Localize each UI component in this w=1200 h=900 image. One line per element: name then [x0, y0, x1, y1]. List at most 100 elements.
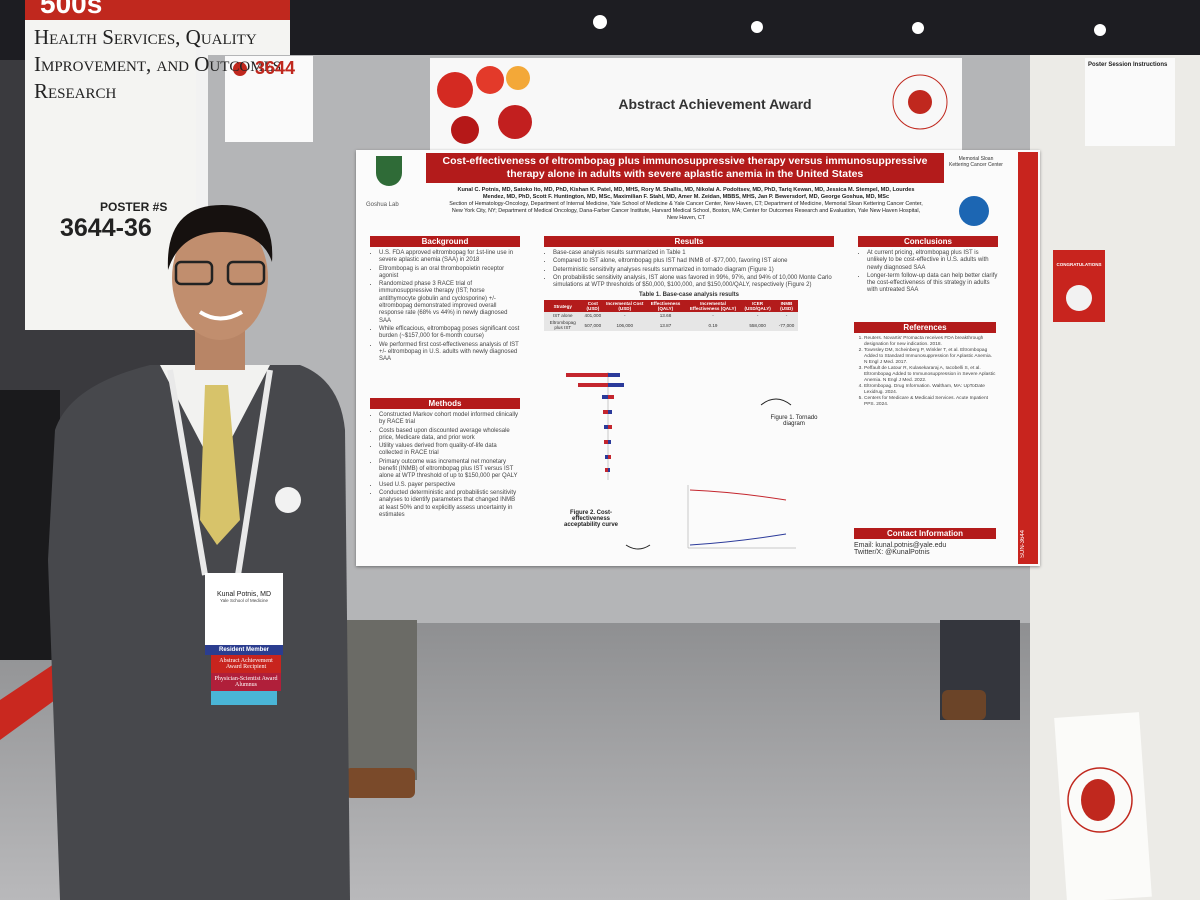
background-section: Background U.S. FDA approved eltrombopag… — [370, 236, 520, 364]
number-card-text: 3644 — [255, 58, 296, 78]
poster-label: POSTER #S — [100, 200, 168, 214]
table-cell: - — [685, 312, 741, 320]
section-heading: Contact Information — [854, 528, 996, 539]
bullet: Compared to IST alone, eltrombopag plus … — [553, 258, 834, 265]
bullet: Base-case analysis results summarized in… — [553, 250, 834, 257]
section-heading: References — [854, 322, 996, 333]
table-cell: Eltrombopag plus IST — [544, 319, 582, 332]
table-cell: 0.19 — [685, 319, 741, 332]
badge-institution: Yale School of Medicine — [220, 598, 268, 603]
cell-graphic — [476, 66, 504, 94]
bullet: Costs based upon discounted average whol… — [379, 428, 520, 443]
table-cell: 13.87 — [645, 319, 686, 332]
section-heading: Conclusions — [858, 236, 998, 247]
ash-logo-ring — [892, 74, 948, 130]
table-header-cell: Incremental Cost (USD) — [604, 300, 646, 313]
banner-title: Health Services, Quality Improvement, an… — [34, 25, 282, 103]
ash-logo-ring — [1067, 767, 1133, 833]
poster-authors: Kunal C. Potnis, MD, Satoko Ito, MD, PhD… — [457, 187, 915, 200]
banner-strip — [25, 0, 290, 20]
badge-member: Resident Member — [205, 645, 283, 655]
reference: Peffault de Latour R, Kulasekararaj A, I… — [864, 366, 996, 384]
bullet-list: Constructed Markov cohort model informed… — [370, 412, 520, 519]
tornado-bar — [608, 383, 624, 387]
table-row: IST alone 401,000-13.68- - - — [544, 312, 798, 320]
bullet: On probabilistic sensitivity analysis, I… — [553, 275, 834, 290]
award-title: Abstract Achievement Award — [618, 96, 812, 112]
ceiling-light — [912, 22, 924, 34]
tornado-bar — [578, 383, 608, 387]
board-post — [196, 45, 208, 900]
ash-logo — [908, 90, 932, 114]
table-header-row: Strategy Cost (USD) Incremental Cost (USD)… — [544, 300, 798, 313]
table-cell: - — [775, 312, 798, 320]
reference-list: Reuters. Novartis' Promacta receives FDA… — [854, 336, 996, 408]
bullet: We performed first cost-effectiveness an… — [379, 342, 520, 364]
ceiling-light — [1094, 24, 1106, 36]
yale-shield — [376, 156, 402, 186]
figure2-caption: Figure 2. Cost-effectiveness acceptabili… — [563, 510, 619, 528]
bullet: U.S. FDA approved eltrombopag for 1st-li… — [379, 250, 520, 265]
badge-name: Kunal Potnis, MD — [216, 591, 272, 598]
poster-numbers: 3644-36 — [60, 214, 152, 242]
table-header-cell: INMB (USD) — [775, 300, 798, 313]
bullet: Used U.S. payer perspective — [379, 482, 520, 489]
tornado-bar — [605, 455, 608, 459]
section-heading: Results — [544, 236, 834, 247]
instructions-card — [1085, 58, 1175, 146]
conclusions-section: Conclusions At current pricing, eltrombo… — [858, 236, 998, 296]
tornado-bar — [608, 425, 612, 429]
visitor-shoes — [942, 690, 986, 720]
bullet: Eltrombopag is an oral thrombopoietin re… — [379, 266, 520, 281]
table — [0, 390, 60, 660]
references-section: References Reuters. Novartis' Promacta r… — [854, 322, 996, 408]
bullet: Conducted deterministic and probabilisti… — [379, 490, 520, 519]
table-cell: IST alone — [544, 312, 582, 320]
reference: Eltrombopag. Drug Information. Waltham, … — [864, 384, 996, 396]
bullet: At current pricing, eltrombopag plus IST… — [867, 250, 998, 272]
bullet: Longer-term follow-up data can help bett… — [867, 273, 998, 295]
table-cell: - — [604, 312, 646, 320]
badge-card: Kunal Potnis, MD Yale School of Medicine — [205, 573, 283, 645]
figures — [566, 372, 796, 550]
poster-authors-block: Kunal C. Potnis, MD, Satoko Ito, MD, PhD… — [446, 187, 926, 222]
table-cell: -77,000 — [775, 319, 798, 332]
reference: Reuters. Novartis' Promacta receives FDA… — [864, 336, 996, 348]
bullet: Constructed Markov cohort model informed… — [379, 412, 520, 427]
table-cell: 13.68 — [645, 312, 686, 320]
arrow — [760, 398, 792, 406]
ash-logo — [1081, 779, 1115, 821]
methods-section: Methods Constructed Markov cohort model … — [370, 398, 520, 520]
bullet: Utility values derived from quality-of-l… — [379, 443, 520, 458]
congratulations: CONGRATULATIONS — [1056, 262, 1102, 267]
partner-icon — [959, 196, 989, 226]
tornado-bar — [608, 440, 611, 444]
ribbon — [211, 691, 277, 705]
table-header-cell: Incremental Effectiveness (QALY) — [685, 300, 741, 313]
tornado-bar — [605, 468, 608, 472]
bullet: Deterministic sensitivity analyses resul… — [553, 267, 834, 274]
table-header-cell: Strategy — [544, 300, 582, 313]
tornado-bar — [602, 395, 608, 399]
tornado-bar — [604, 440, 608, 444]
bullet: Randomized phase 3 RACE trial of immunos… — [379, 281, 520, 325]
lab-name: Goshua Lab — [366, 202, 399, 208]
results-section: Results Base-case analysis results summa… — [544, 236, 834, 332]
bullet-list: At current pricing, eltrombopag plus IST… — [858, 250, 998, 295]
ribbon: Physician-Scientist Award Alumnus — [211, 673, 281, 691]
visitor-shoes — [345, 768, 415, 798]
tornado-bar — [608, 373, 620, 377]
table-header-cell: Cost (USD) — [581, 300, 605, 313]
banner-number: 500s — [40, 0, 103, 19]
congrats-ribbon — [1066, 285, 1092, 311]
tornado-bar — [603, 410, 608, 414]
table-cell: 507,000 — [581, 319, 605, 332]
table-header-cell: Effectiveness (QALY) — [645, 300, 686, 313]
tornado-bar — [566, 373, 608, 377]
arrow — [625, 544, 651, 550]
bullet: Primary outcome was incremental net mone… — [379, 459, 520, 481]
table-cell: - — [740, 312, 776, 320]
tornado-bar — [608, 410, 612, 414]
